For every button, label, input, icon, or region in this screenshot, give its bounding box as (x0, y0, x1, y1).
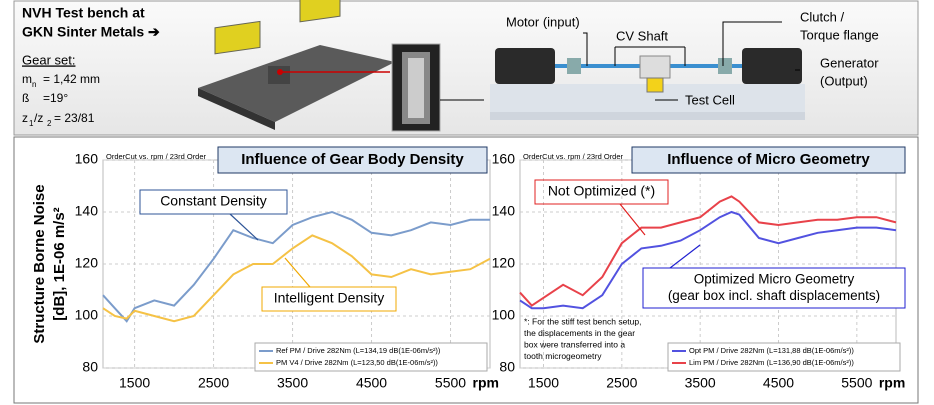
label-generator: (Output) (820, 73, 868, 88)
gear-symbol: m (22, 72, 32, 86)
x-tick-label: 3500 (685, 375, 716, 391)
plot-header: OrderCut vs. rpm / 23rd Order (523, 152, 624, 161)
y-tick-label: 120 (492, 255, 516, 271)
panel-title: NVH Test bench at (22, 5, 145, 21)
plot-header: OrderCut vs. rpm / 23rd Order (106, 152, 207, 161)
x-axis-label: rpm (879, 375, 905, 391)
annotation: tooth microgeometry (524, 351, 602, 361)
annotation: box were transferred into a (524, 339, 625, 349)
annotation-box (139, 189, 288, 215)
annotation-box (642, 267, 906, 309)
legend-label: Opt PM / Drive 282Nm (L=131,88 dB(1E-06m… (689, 346, 854, 355)
legend-label: Lim PM / Drive 282Nm (L=136,90 dB(1E-06m… (689, 358, 854, 367)
legend-label: Ref PM / Drive 282Nm (L=134,19 dB(1E-06m… (276, 346, 441, 355)
label-generator: Generator (820, 55, 879, 70)
y-tick-label: 140 (75, 203, 99, 219)
x-tick-label: 5500 (435, 375, 466, 391)
legend-box (667, 342, 901, 372)
label-motor: Motor (input) (506, 14, 580, 29)
data-line (519, 195, 897, 307)
x-tick-label: 1500 (119, 375, 150, 391)
x-tick-label: 4500 (356, 375, 387, 391)
y-tick-label: 100 (75, 307, 99, 323)
chart-title: Influence of Gear Body Density (241, 151, 464, 168)
annotation: Optimized Micro Geometry (694, 271, 855, 286)
annotation: Constant Density (160, 193, 267, 209)
test-cell-box (678, 90, 770, 112)
annotation-box (261, 286, 397, 312)
gear-symbol: z (22, 111, 28, 125)
x-tick-label: 1500 (528, 375, 559, 391)
y-tick-label: 160 (75, 151, 99, 167)
callout-lines (583, 21, 800, 101)
gear-symbol: ß (22, 91, 29, 105)
annotation: the displacements in the gear (524, 328, 635, 338)
gear-symbol: /z (34, 111, 43, 125)
bench-photo (198, 0, 484, 132)
annotation: Not Optimized (*) (548, 183, 655, 199)
x-tick-label: 5500 (841, 375, 872, 391)
annotation-arrow (619, 203, 646, 236)
label-test-cell: Test Cell (685, 92, 735, 107)
chart-title: Influence of Micro Geometry (667, 151, 870, 168)
annotation-arrow (669, 244, 701, 269)
gear-value: = 23/81 (54, 111, 95, 125)
annotation: *: For the stiff test bench setup, (524, 316, 642, 326)
x-tick-label: 2500 (198, 375, 229, 391)
label-cv-shaft: CV Shaft (616, 28, 668, 43)
y-tick-label: 140 (492, 203, 516, 219)
y-tick-label: 120 (75, 255, 99, 271)
y-tick-label: 80 (499, 359, 515, 375)
title-box (217, 146, 488, 174)
top-panel: NVH Test bench at GKN Sinter Metals ➔ Ge… (13, 0, 919, 136)
y-axis-label: Structure Borne Noise (31, 184, 48, 343)
y-tick-label: 100 (492, 307, 516, 323)
gear-value: = 1,42 mm (43, 72, 100, 86)
y-tick-label: 80 (82, 359, 98, 375)
x-tick-label: 2500 (606, 375, 637, 391)
gear-value: =19° (43, 91, 68, 105)
legend-box (254, 342, 488, 372)
data-line (519, 210, 897, 310)
annotation-box (534, 179, 669, 205)
gear-set-label: Gear set: (22, 52, 75, 67)
panel-title: GKN Sinter Metals ➔ (22, 24, 160, 40)
data-line (102, 210, 490, 323)
title-box (631, 146, 906, 174)
y-axis-label: [dB], 1E-06 m/s² (51, 207, 68, 320)
gear-sub: 2 (47, 119, 52, 128)
x-tick-label: 3500 (277, 375, 308, 391)
annotation: Intelligent Density (274, 290, 385, 306)
x-tick-label: 4500 (763, 375, 794, 391)
label-clutch: Clutch / (800, 9, 844, 24)
annotation-arrow (284, 257, 311, 288)
y-tick-label: 160 (492, 151, 516, 167)
x-axis-label: rpm (473, 375, 499, 391)
data-line (102, 234, 491, 323)
gear-sub: 1 (29, 119, 34, 128)
legend-label: PM V4 / Drive 282Nm (L=123,50 dB(1E-06m/… (276, 358, 438, 367)
gear-sub: n (32, 80, 36, 89)
label-clutch: Torque flange (800, 27, 879, 42)
annotation-arrow (229, 213, 259, 241)
annotation: (gear box incl. shaft displacements) (668, 288, 880, 303)
